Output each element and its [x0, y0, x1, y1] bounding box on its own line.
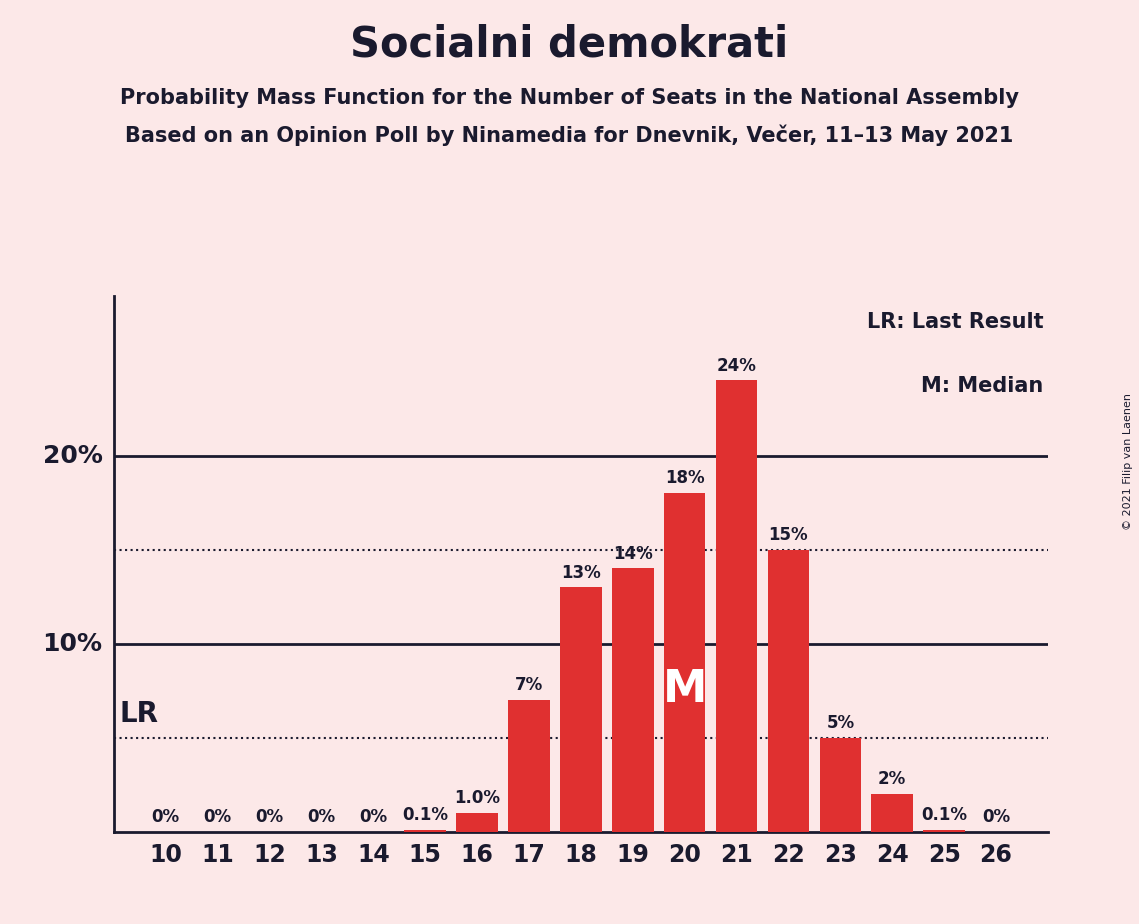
Text: Socialni demokrati: Socialni demokrati	[351, 23, 788, 65]
Text: M: M	[663, 668, 707, 711]
Bar	[508, 700, 550, 832]
Text: 15%: 15%	[769, 526, 809, 544]
Text: 0%: 0%	[982, 808, 1010, 826]
Text: 0.1%: 0.1%	[402, 806, 449, 824]
Text: 0%: 0%	[359, 808, 387, 826]
Bar	[612, 568, 654, 832]
Bar	[871, 794, 913, 832]
Text: 1.0%: 1.0%	[454, 789, 500, 808]
Text: 18%: 18%	[665, 469, 705, 488]
Text: 10%: 10%	[42, 632, 103, 655]
Text: 20%: 20%	[42, 444, 103, 468]
Bar	[924, 830, 965, 832]
Text: 24%: 24%	[716, 357, 756, 374]
Text: 7%: 7%	[515, 676, 543, 694]
Text: LR: Last Result: LR: Last Result	[867, 311, 1043, 332]
Bar	[560, 587, 601, 832]
Text: LR: LR	[120, 700, 158, 728]
Bar	[457, 813, 498, 832]
Text: 13%: 13%	[562, 564, 600, 581]
Text: © 2021 Filip van Laenen: © 2021 Filip van Laenen	[1123, 394, 1133, 530]
Text: Based on an Opinion Poll by Ninamedia for Dnevnik, Večer, 11–13 May 2021: Based on an Opinion Poll by Ninamedia fo…	[125, 125, 1014, 146]
Text: 0.1%: 0.1%	[921, 806, 967, 824]
Text: M: Median: M: Median	[921, 376, 1043, 396]
Text: 0%: 0%	[308, 808, 336, 826]
Bar	[664, 493, 705, 832]
Text: 0%: 0%	[255, 808, 284, 826]
Bar	[715, 381, 757, 832]
Text: 5%: 5%	[826, 714, 854, 732]
Text: 14%: 14%	[613, 545, 653, 563]
Bar	[404, 830, 446, 832]
Bar	[820, 737, 861, 832]
Text: Probability Mass Function for the Number of Seats in the National Assembly: Probability Mass Function for the Number…	[120, 88, 1019, 108]
Text: 0%: 0%	[204, 808, 231, 826]
Bar	[768, 550, 809, 832]
Text: 0%: 0%	[151, 808, 180, 826]
Text: 2%: 2%	[878, 771, 907, 788]
